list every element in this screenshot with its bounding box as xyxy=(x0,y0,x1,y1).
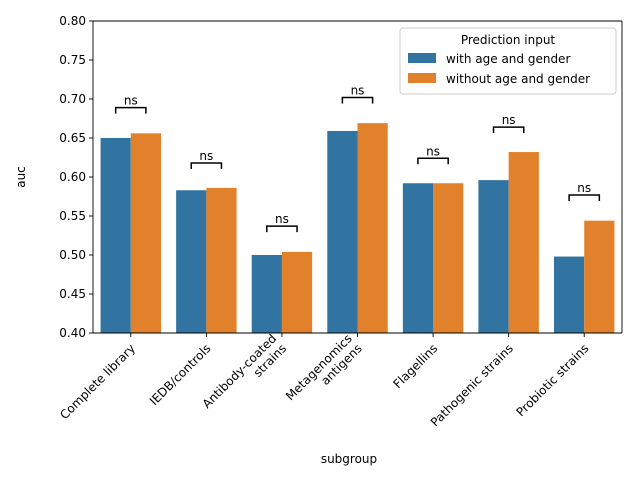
significance-label-7: ns xyxy=(577,181,591,195)
significance-bracket-7 xyxy=(568,194,601,201)
x-tick-label-5: Flagellins xyxy=(390,341,440,391)
y-tick-label-2: 0.45 xyxy=(59,287,86,301)
x-tick-label-1: Complete library xyxy=(57,341,138,422)
bar-series-2-6 xyxy=(508,152,539,333)
significance-label-3: ns xyxy=(275,212,289,226)
bar-series-1-1 xyxy=(100,138,131,333)
y-tick-label-5: 0.60 xyxy=(59,170,86,184)
significance-label-6: ns xyxy=(502,113,516,127)
significance-bracket-6 xyxy=(492,126,525,134)
bar-series-1-6 xyxy=(478,180,509,333)
x-tick-label-line: Complete library xyxy=(57,341,138,422)
bar-series-1-7 xyxy=(553,256,585,333)
x-tick-label-4: Metagenomicsantigens xyxy=(283,331,365,413)
y-tick-label-4: 0.55 xyxy=(59,209,86,223)
bar-series-2-3 xyxy=(281,251,313,333)
y-tick-label-1: 0.40 xyxy=(59,326,86,340)
y-tick-label-6: 0.65 xyxy=(59,131,86,145)
axes-layer xyxy=(92,20,623,334)
y-tick-label-3: 0.50 xyxy=(59,248,86,262)
bars-layer xyxy=(100,123,615,334)
y-tick-labels: 0.40 0.45 0.50 0.55 0.60 0.65 0.70 0.75 0.80 xyxy=(59,14,93,340)
bar-series-1-5 xyxy=(402,183,434,333)
significance-bracket-5 xyxy=(417,157,449,165)
x-tick-labels: Complete library IEDB/controlsAntibody-co… xyxy=(57,331,591,429)
y-tick-label-7: 0.70 xyxy=(59,92,86,106)
significance-label-2: ns xyxy=(199,149,213,163)
significance-label-1: ns xyxy=(124,94,138,108)
significance-bracket-4 xyxy=(341,96,374,104)
significance-bracket-2 xyxy=(190,162,223,169)
x-tick-label-7: Probiotic strains xyxy=(514,341,592,419)
legend-swatch-1 xyxy=(408,53,436,63)
significance-bracket-3 xyxy=(266,225,298,233)
legend-label-2: without age and gender xyxy=(446,72,590,86)
bar-series-2-1 xyxy=(130,133,162,333)
bar-series-1-2 xyxy=(176,190,207,333)
annotations-layer: ns ns ns ns ns ns ns xyxy=(114,83,601,233)
legend-title: Prediction input xyxy=(461,33,556,47)
y-tick-label-8: 0.75 xyxy=(59,53,86,67)
bar-series-2-5 xyxy=(433,183,464,333)
legend: Prediction input with age and gender witho… xyxy=(399,27,617,95)
bar-series-1-4 xyxy=(327,130,358,333)
bar-series-1-3 xyxy=(251,255,282,333)
x-axis-label: subgroup xyxy=(321,452,377,466)
legend-swatch-2 xyxy=(408,73,436,83)
significance-label-5: ns xyxy=(426,144,440,158)
y-tick-label-9: 0.80 xyxy=(59,14,86,28)
x-tick-label-line: Probiotic strains xyxy=(514,341,592,419)
x-tick-label-6: Pathogenic strains xyxy=(428,341,516,429)
significance-label-4: ns xyxy=(351,83,365,97)
x-tick-label-line: Flagellins xyxy=(390,341,440,391)
x-tick-label-3: Antibody-coatedstrains xyxy=(200,331,290,421)
x-tick-label-line: Pathogenic strains xyxy=(428,341,516,429)
bar-series-2-4 xyxy=(357,123,388,334)
significance-bracket-1 xyxy=(114,106,147,114)
legend-label-1: with age and gender xyxy=(446,52,570,66)
legend-box xyxy=(399,27,617,95)
bar-series-2-2 xyxy=(206,187,237,333)
y-axis-label: auc xyxy=(14,166,28,188)
bar-series-2-7 xyxy=(584,220,615,333)
